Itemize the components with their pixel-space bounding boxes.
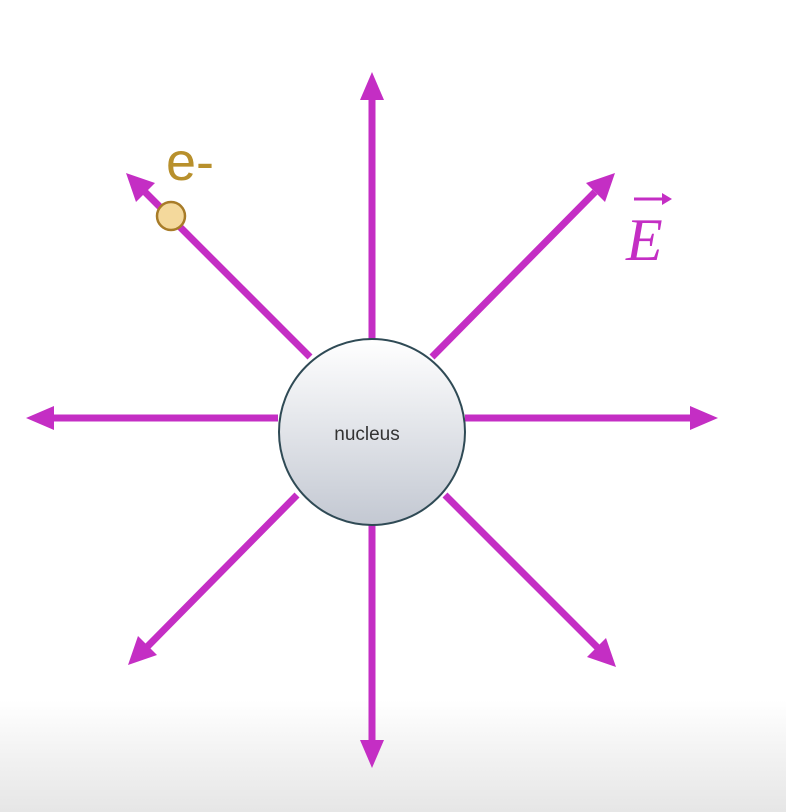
field-arrowheads	[26, 72, 718, 768]
arrowhead-left	[26, 406, 54, 430]
arrowhead-up-left	[126, 173, 155, 202]
electron-label: e-	[166, 132, 214, 192]
field-line-up-right	[429, 189, 598, 360]
field-label-text: E	[625, 207, 663, 273]
field-label: E	[625, 193, 672, 273]
field-line-down-right	[442, 492, 601, 651]
field-lines	[52, 98, 695, 744]
arrowhead-right	[690, 406, 718, 430]
arrowhead-down-right	[587, 638, 616, 667]
arrowhead-down	[360, 740, 384, 768]
vector-arrow-icon	[634, 193, 672, 205]
arrowhead-up-right	[586, 173, 615, 202]
nucleus-circle	[278, 338, 466, 526]
electron: e-	[155, 132, 214, 232]
field-line-down-left	[144, 492, 300, 650]
arrowhead-up	[360, 72, 384, 100]
nucleus-label: nucleus	[334, 424, 400, 445]
nucleus: nucleus	[278, 338, 466, 526]
electron-dot	[155, 200, 187, 232]
arrowhead-down-left	[128, 636, 157, 665]
